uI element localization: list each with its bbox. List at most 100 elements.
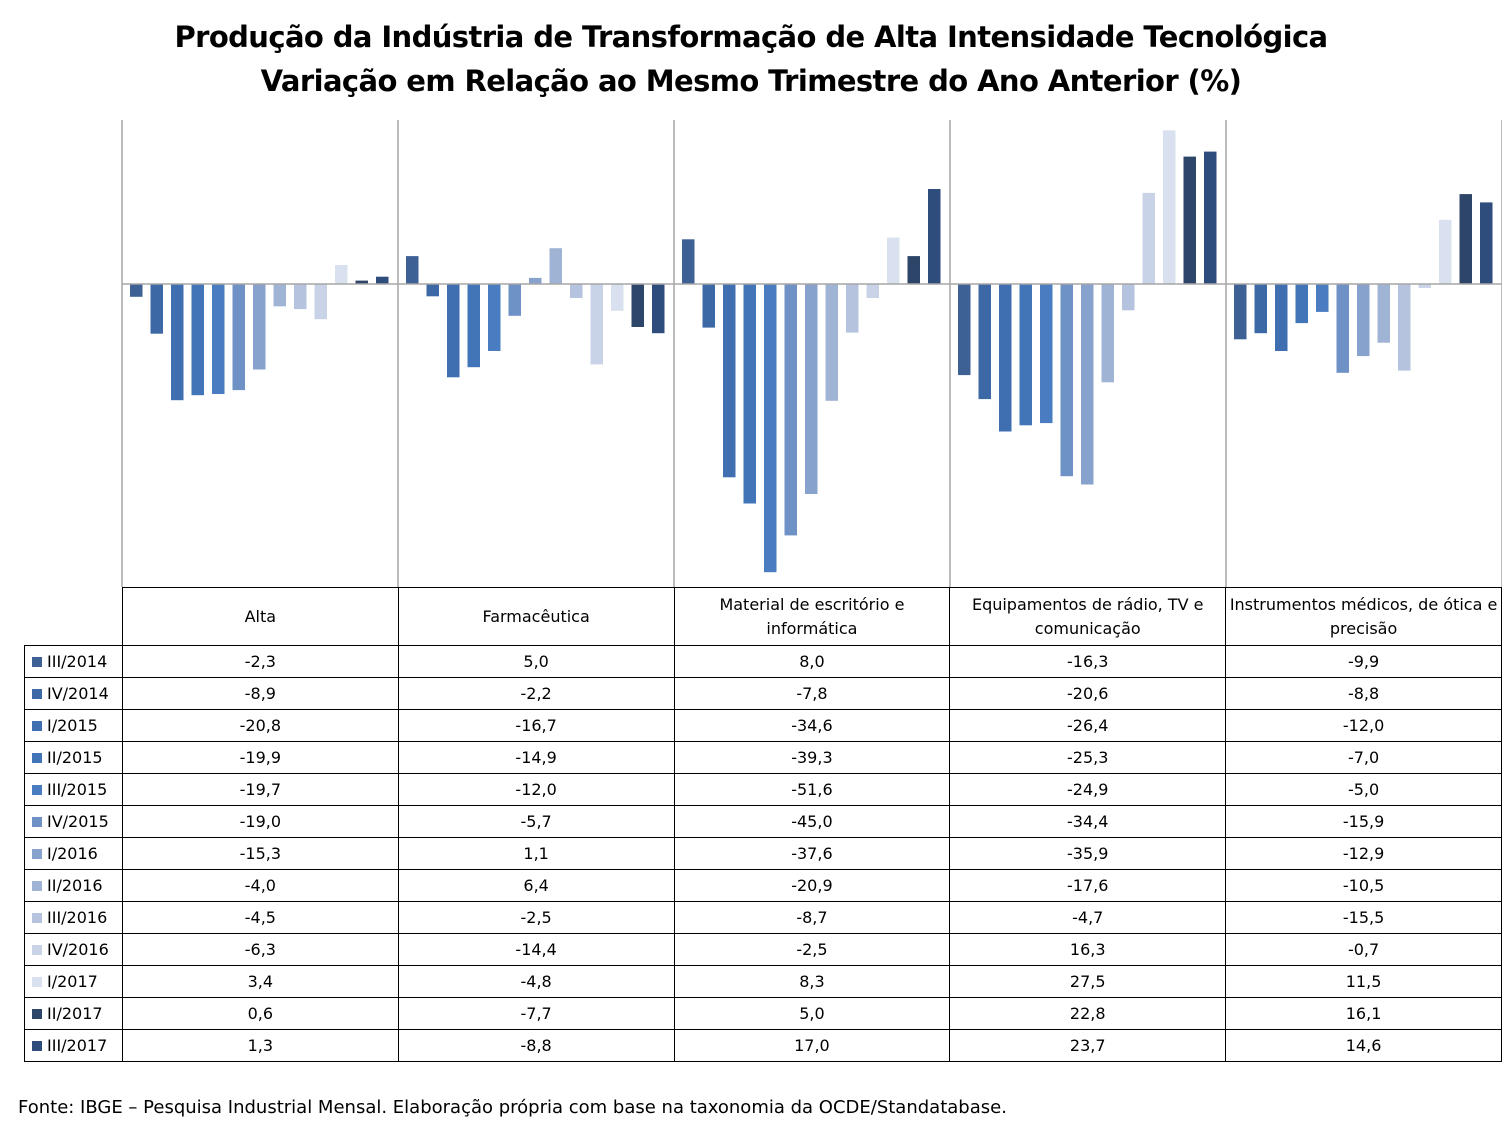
table-row: II/2016 -4,0 6,4 -20,9 -17,6 -10,5 <box>24 869 1502 902</box>
data-label: 5,0 <box>673 997 951 1030</box>
bar <box>294 284 307 310</box>
data-label: 3,4 <box>121 965 399 998</box>
data-label: -8,9 <box>121 677 399 710</box>
table-row: I/2015 -20,8 -16,7 -34,6 -26,4 -12,0 <box>24 709 1502 742</box>
series-name: II/2017 <box>47 1004 103 1023</box>
data-label: -0,7 <box>1225 933 1502 966</box>
bar <box>467 284 480 368</box>
data-label: -34,6 <box>673 709 951 742</box>
bar <box>590 284 603 365</box>
series-legend-cell: III/2014 <box>24 645 123 678</box>
data-label: -19,0 <box>121 805 399 838</box>
data-label: -2,2 <box>397 677 675 710</box>
legend-key <box>32 657 42 667</box>
bar <box>1398 284 1411 371</box>
series-name: II/2015 <box>47 748 103 767</box>
data-label: 0,6 <box>121 997 399 1030</box>
data-label: -2,5 <box>673 933 951 966</box>
bar <box>570 284 583 298</box>
bar <box>447 284 460 378</box>
data-label: 23,7 <box>949 1029 1227 1062</box>
table-row: I/2017 3,4 -4,8 8,3 27,5 11,5 <box>24 965 1502 998</box>
bar <box>488 284 501 351</box>
series-name: I/2015 <box>47 716 98 735</box>
series-name: IV/2016 <box>47 940 109 959</box>
data-label: -14,9 <box>397 741 675 774</box>
bar <box>1439 219 1452 284</box>
bar <box>1418 284 1431 288</box>
category-label: Instrumentos médicos, de ótica e precisã… <box>1225 587 1502 646</box>
data-label: 11,5 <box>1225 965 1502 998</box>
legend-key <box>32 945 42 955</box>
legend-key <box>32 785 42 795</box>
table-row: III/2014 -2,3 5,0 8,0 -16,3 -9,9 <box>24 645 1502 678</box>
data-label: -5,7 <box>397 805 675 838</box>
table-row: IV/2015 -19,0 -5,7 -45,0 -34,4 -15,9 <box>24 805 1502 838</box>
data-label: -4,7 <box>949 901 1227 934</box>
bar <box>232 284 245 391</box>
data-label: -16,7 <box>397 709 675 742</box>
bar <box>1254 284 1267 334</box>
data-label: 1,1 <box>397 837 675 870</box>
bar <box>335 265 348 284</box>
data-label: -2,5 <box>397 901 675 934</box>
data-label: -45,0 <box>673 805 951 838</box>
bar <box>1204 151 1217 284</box>
bar <box>355 280 368 284</box>
bar <box>1122 284 1135 311</box>
bar <box>1459 194 1472 284</box>
series-legend-cell: II/2016 <box>24 869 123 902</box>
legend-key <box>32 817 42 827</box>
bar <box>273 284 286 307</box>
category-label: Material de escritório e informática <box>673 587 951 646</box>
table-row: III/2015 -19,7 -12,0 -51,6 -24,9 -5,0 <box>24 773 1502 806</box>
bar <box>150 284 163 334</box>
table-row: III/2016 -4,5 -2,5 -8,7 -4,7 -15,5 <box>24 901 1502 934</box>
series-legend-cell: IV/2015 <box>24 805 123 838</box>
bar <box>1142 192 1155 284</box>
data-label: 1,3 <box>121 1029 399 1062</box>
bar <box>743 284 756 504</box>
source-note: Fonte: IBGE – Pesquisa Industrial Mensal… <box>18 1097 1007 1118</box>
bar <box>1316 284 1329 312</box>
data-label: -15,5 <box>1225 901 1502 934</box>
bar <box>887 237 900 284</box>
bar <box>426 284 439 297</box>
table-corner <box>24 587 123 646</box>
bar <box>549 248 562 284</box>
chart-title-line-2: Variação em Relação ao Mesmo Trimestre d… <box>260 64 1242 98</box>
data-label: -51,6 <box>673 773 951 806</box>
bar <box>130 284 143 297</box>
data-label: 6,4 <box>397 869 675 902</box>
bar <box>1060 284 1073 477</box>
bar <box>723 284 736 478</box>
data-label: 8,3 <box>673 965 951 998</box>
data-label: 27,5 <box>949 965 1227 998</box>
data-label: -2,3 <box>121 645 399 678</box>
bar <box>1163 130 1176 284</box>
data-label: -39,3 <box>673 741 951 774</box>
bar <box>928 189 941 284</box>
bar-chart-plot <box>121 120 1502 587</box>
bar <box>846 284 859 333</box>
data-label: -12,0 <box>1225 709 1502 742</box>
bar <box>631 284 644 327</box>
category-label: Farmacêutica <box>397 587 675 646</box>
series-legend-cell: III/2015 <box>24 773 123 806</box>
table-row: III/2017 1,3 -8,8 17,0 23,7 14,6 <box>24 1029 1502 1062</box>
bar <box>805 284 818 494</box>
data-label: 22,8 <box>949 997 1227 1030</box>
series-name: I/2016 <box>47 844 98 863</box>
data-label: 17,0 <box>673 1029 951 1062</box>
bar <box>253 284 266 370</box>
bar <box>958 284 971 376</box>
series-legend-cell: III/2017 <box>24 1029 123 1062</box>
data-label: -26,4 <box>949 709 1227 742</box>
data-label: -8,8 <box>1225 677 1502 710</box>
data-label: -14,4 <box>397 933 675 966</box>
table-row: IV/2014 -8,9 -2,2 -7,8 -20,6 -8,8 <box>24 677 1502 710</box>
data-label: -15,3 <box>121 837 399 870</box>
data-label: -17,6 <box>949 869 1227 902</box>
bar <box>907 256 920 284</box>
series-legend-cell: I/2015 <box>24 709 123 742</box>
